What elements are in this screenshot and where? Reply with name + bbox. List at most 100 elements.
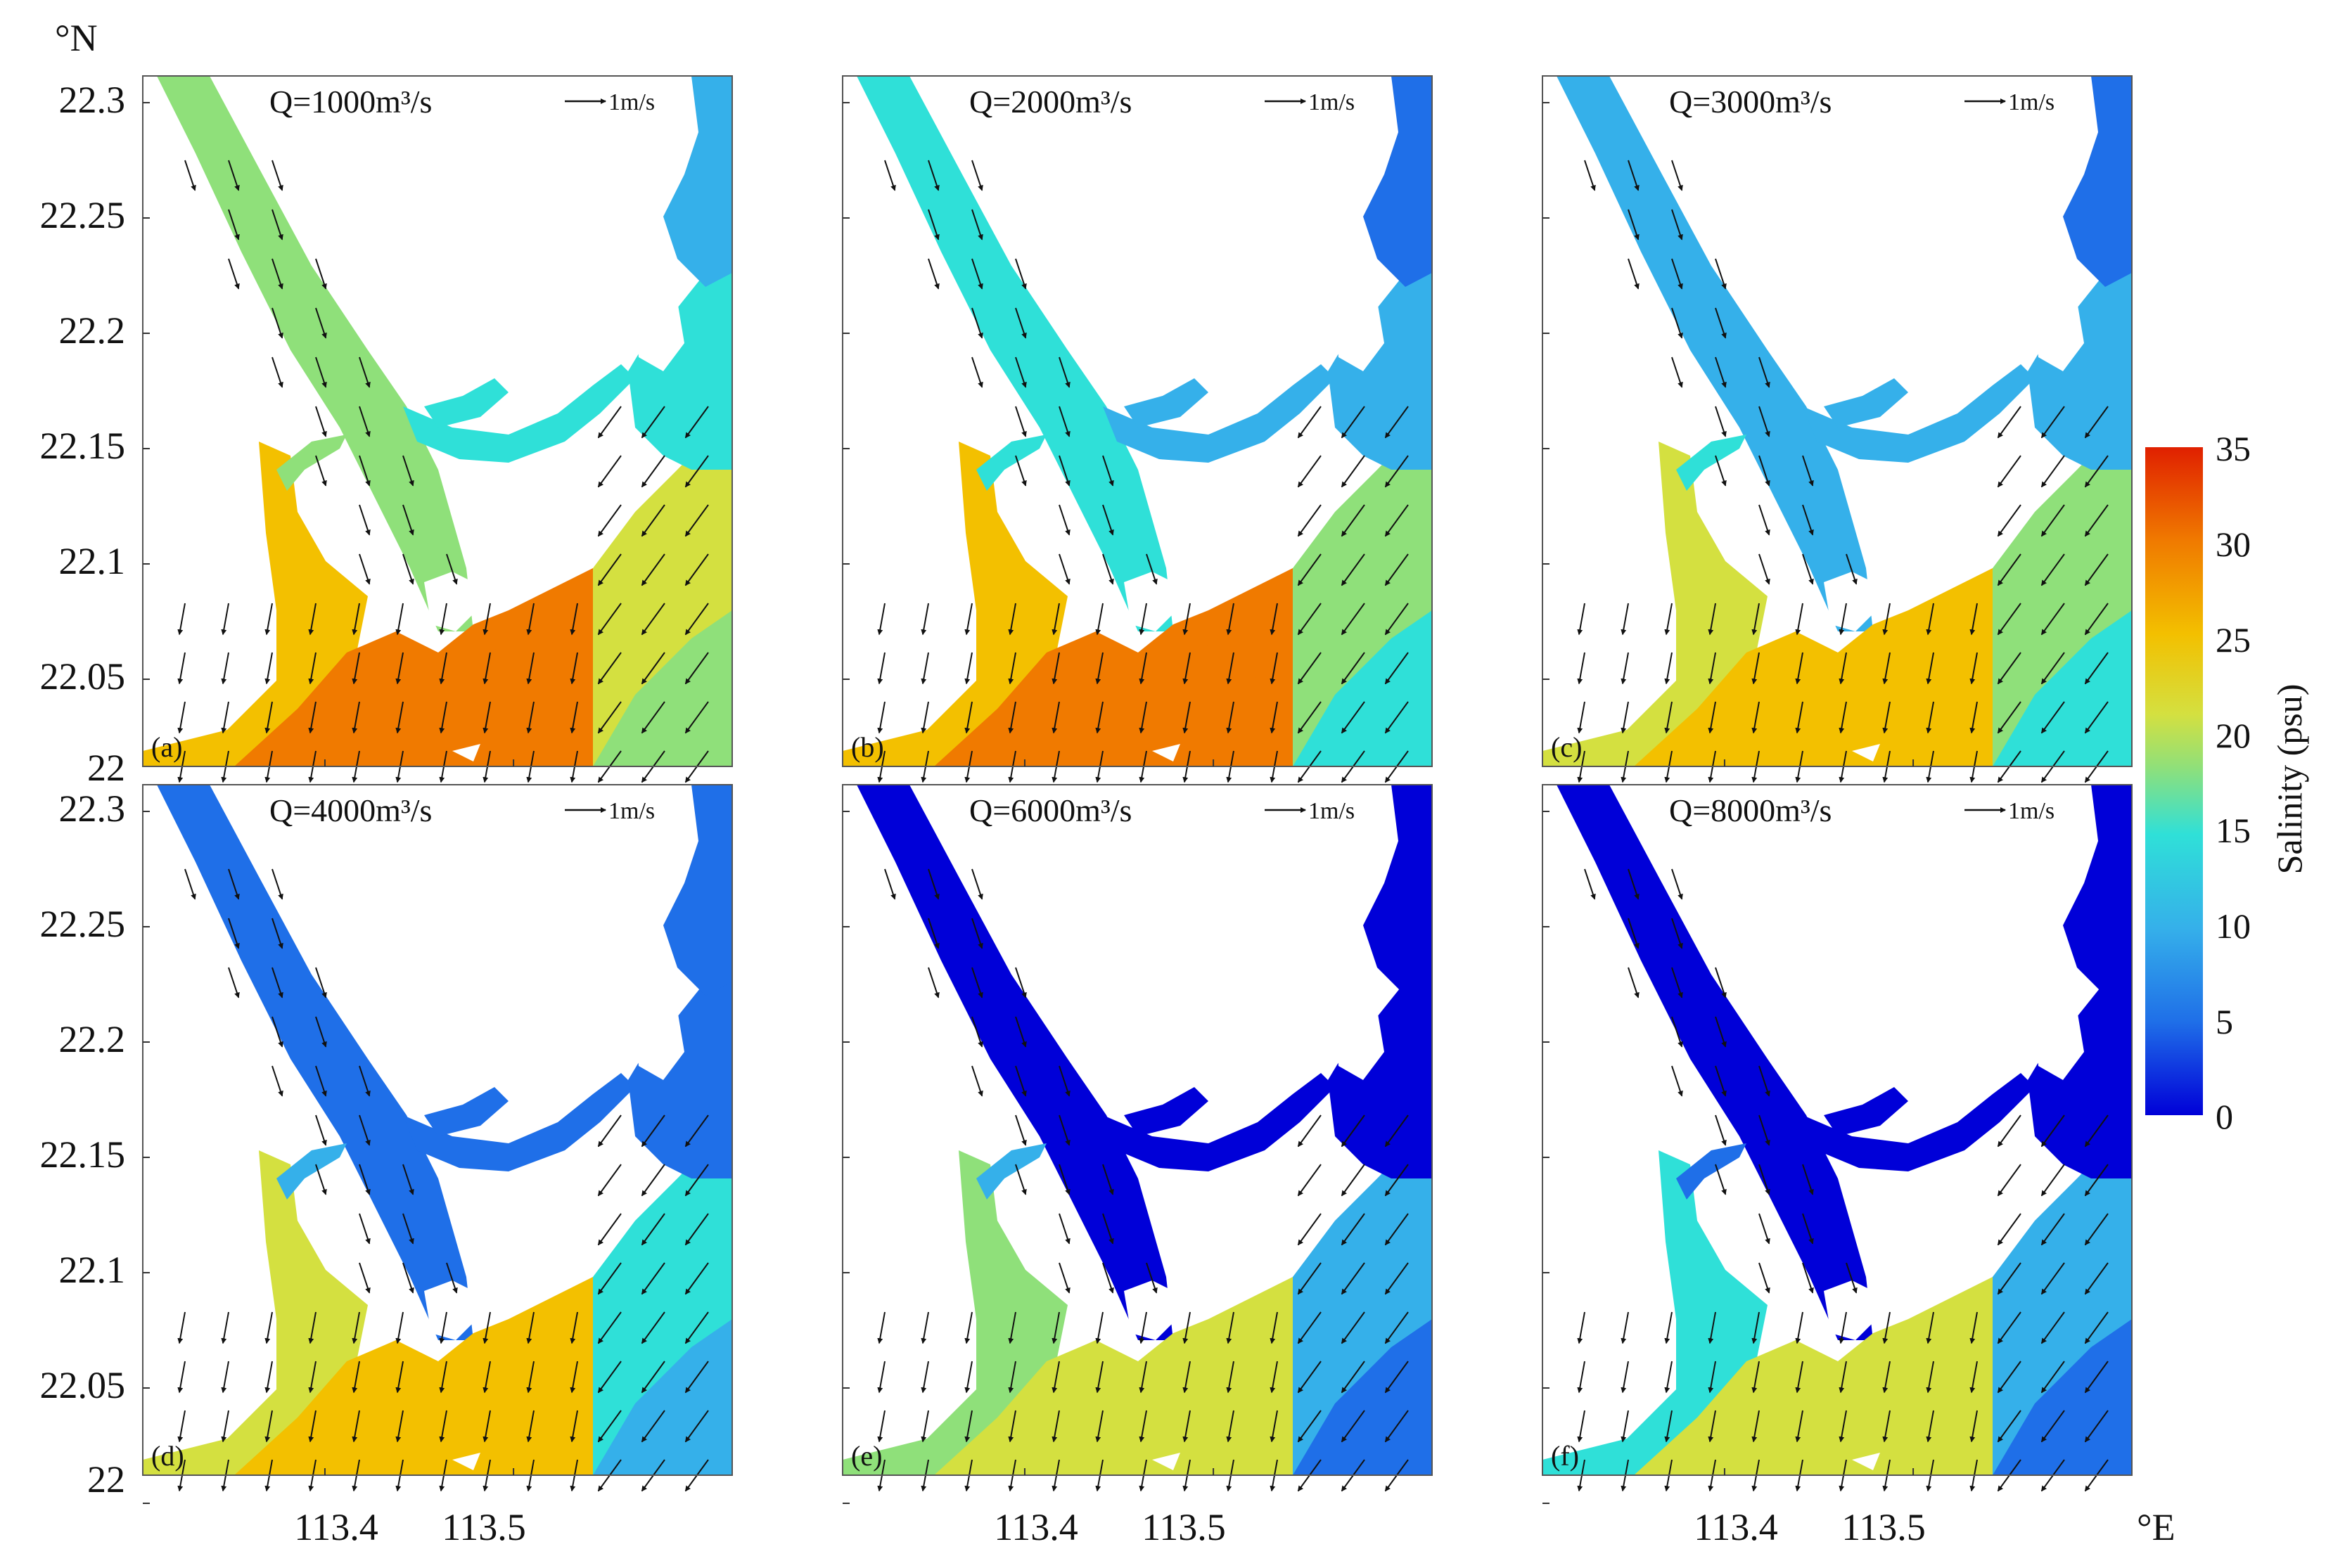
velocity-arrow [439,652,447,685]
velocity-arrow [1139,1361,1147,1394]
velocity-arrow [1384,603,1409,636]
velocity-arrow [1384,652,1409,685]
velocity-arrow [1052,1311,1060,1344]
velocity-arrow [2040,1164,2065,1197]
velocity-arrow [597,701,622,734]
velocity-arrow [964,603,973,636]
salt-tongue [1718,1333,1964,1475]
water-region-tribN [1124,1087,1208,1136]
velocity-arrow [2040,1361,2065,1394]
velocity-arrow [359,406,371,437]
water-region-river [857,76,1173,631]
velocity-arrow [597,1164,622,1197]
island [452,1453,480,1470]
velocity-arrow [2084,701,2109,734]
map-frame [142,784,733,1476]
velocity-arrow [264,1410,273,1443]
velocity-arrow [2084,553,2109,586]
velocity-arrow [1297,652,1322,685]
velocity-arrow [964,701,973,734]
velocity-arrow [597,553,622,586]
velocity-arrow [641,504,665,537]
velocity-arrow [271,967,283,998]
velocity-arrow [359,1164,371,1195]
y-tick-label: 22.1 [59,540,126,582]
velocity-arrow [684,701,709,734]
velocity-arrow [684,1311,709,1344]
velocity-arrow [1384,1311,1409,1344]
velocity-arrow [1341,1361,1365,1394]
velocity-arrow [2040,1114,2065,1148]
y-tick-label: 22.25 [40,194,126,236]
velocity-arrow [1715,356,1727,388]
island [1208,245,1244,287]
velocity-arrow [308,701,317,734]
velocity-arrow [439,603,447,636]
velocity-arrow [1795,603,1803,636]
scale-arrow-label: 1m/s [608,798,655,824]
velocity-arrow [1926,603,1934,636]
island [509,245,544,287]
velocity-arrow [971,258,983,290]
island [1335,996,1384,1080]
velocity-arrow [271,1016,283,1048]
fresh-plume [1993,610,2132,766]
velocity-arrow [1664,603,1673,636]
salt-tongue [319,1333,565,1475]
water-region-coast [1328,238,1432,470]
velocity-arrow [971,967,983,998]
velocity-arrow [1384,406,1409,439]
velocity-arrow [395,1361,404,1394]
velocity-arrow [1059,504,1071,536]
velocity-arrow [1095,1361,1104,1394]
velocity-arrow [928,918,940,949]
velocity-arrows [1577,160,2109,783]
velocity-arrow [921,1410,929,1443]
y-tick-label: 22.15 [40,1133,126,1176]
velocity-arrow [1297,1311,1322,1344]
velocity-arrow [1226,1410,1234,1443]
velocity-arrow [1758,1213,1770,1245]
velocity-arrow [439,1361,447,1394]
island [1824,1280,1877,1340]
water-region-coast [1328,946,1432,1178]
velocity-arrow [877,1410,886,1443]
velocity-arrow [1882,652,1891,685]
velocity-arrow [1671,868,1683,900]
velocity-arrow [264,701,273,734]
velocity-arrow [352,652,360,685]
velocity-arrow [1758,406,1770,437]
velocity-arrow [184,868,196,900]
velocity-arrow [2040,406,2065,439]
velocity-arrow [1751,1311,1760,1344]
velocity-arrow [228,209,240,240]
discharge-label: Q=3000m³/s [1669,84,1832,120]
velocity-arrow [1015,1065,1027,1097]
velocity-arrow [1297,1410,1322,1443]
velocity-arrow [1628,258,1640,290]
velocity-arrow [1926,701,1934,734]
y-tick-label: 22.2 [59,309,126,352]
velocity-arrow [1969,701,1978,734]
velocity-arrow [1758,455,1770,487]
velocity-arrow [359,504,371,536]
velocity-arrow [221,652,229,685]
discharge-label: Q=4000m³/s [269,792,432,828]
velocity-arrow [2084,1114,2109,1148]
velocity-arrow [1341,1213,1365,1246]
velocity-arrow [597,1361,622,1394]
velocity-arrow [1577,1410,1585,1443]
velocity-arrow [1997,553,2021,586]
velocity-arrow [921,701,929,734]
velocity-arrow [1297,1213,1322,1246]
fresh-plume [1293,1319,1432,1475]
x-ticks: 113.4 113.5 113.4 113.5 113.4 113.5 [294,1506,1926,1548]
x-tick-label: 113.4 [994,1506,1078,1548]
island [1152,744,1180,761]
velocity-arrow [1102,1262,1114,1294]
velocity-arrow [1671,160,1683,191]
velocity-arrow [641,1410,665,1443]
water-region-sidebr [976,435,1047,491]
velocity-arrow [1008,603,1016,636]
